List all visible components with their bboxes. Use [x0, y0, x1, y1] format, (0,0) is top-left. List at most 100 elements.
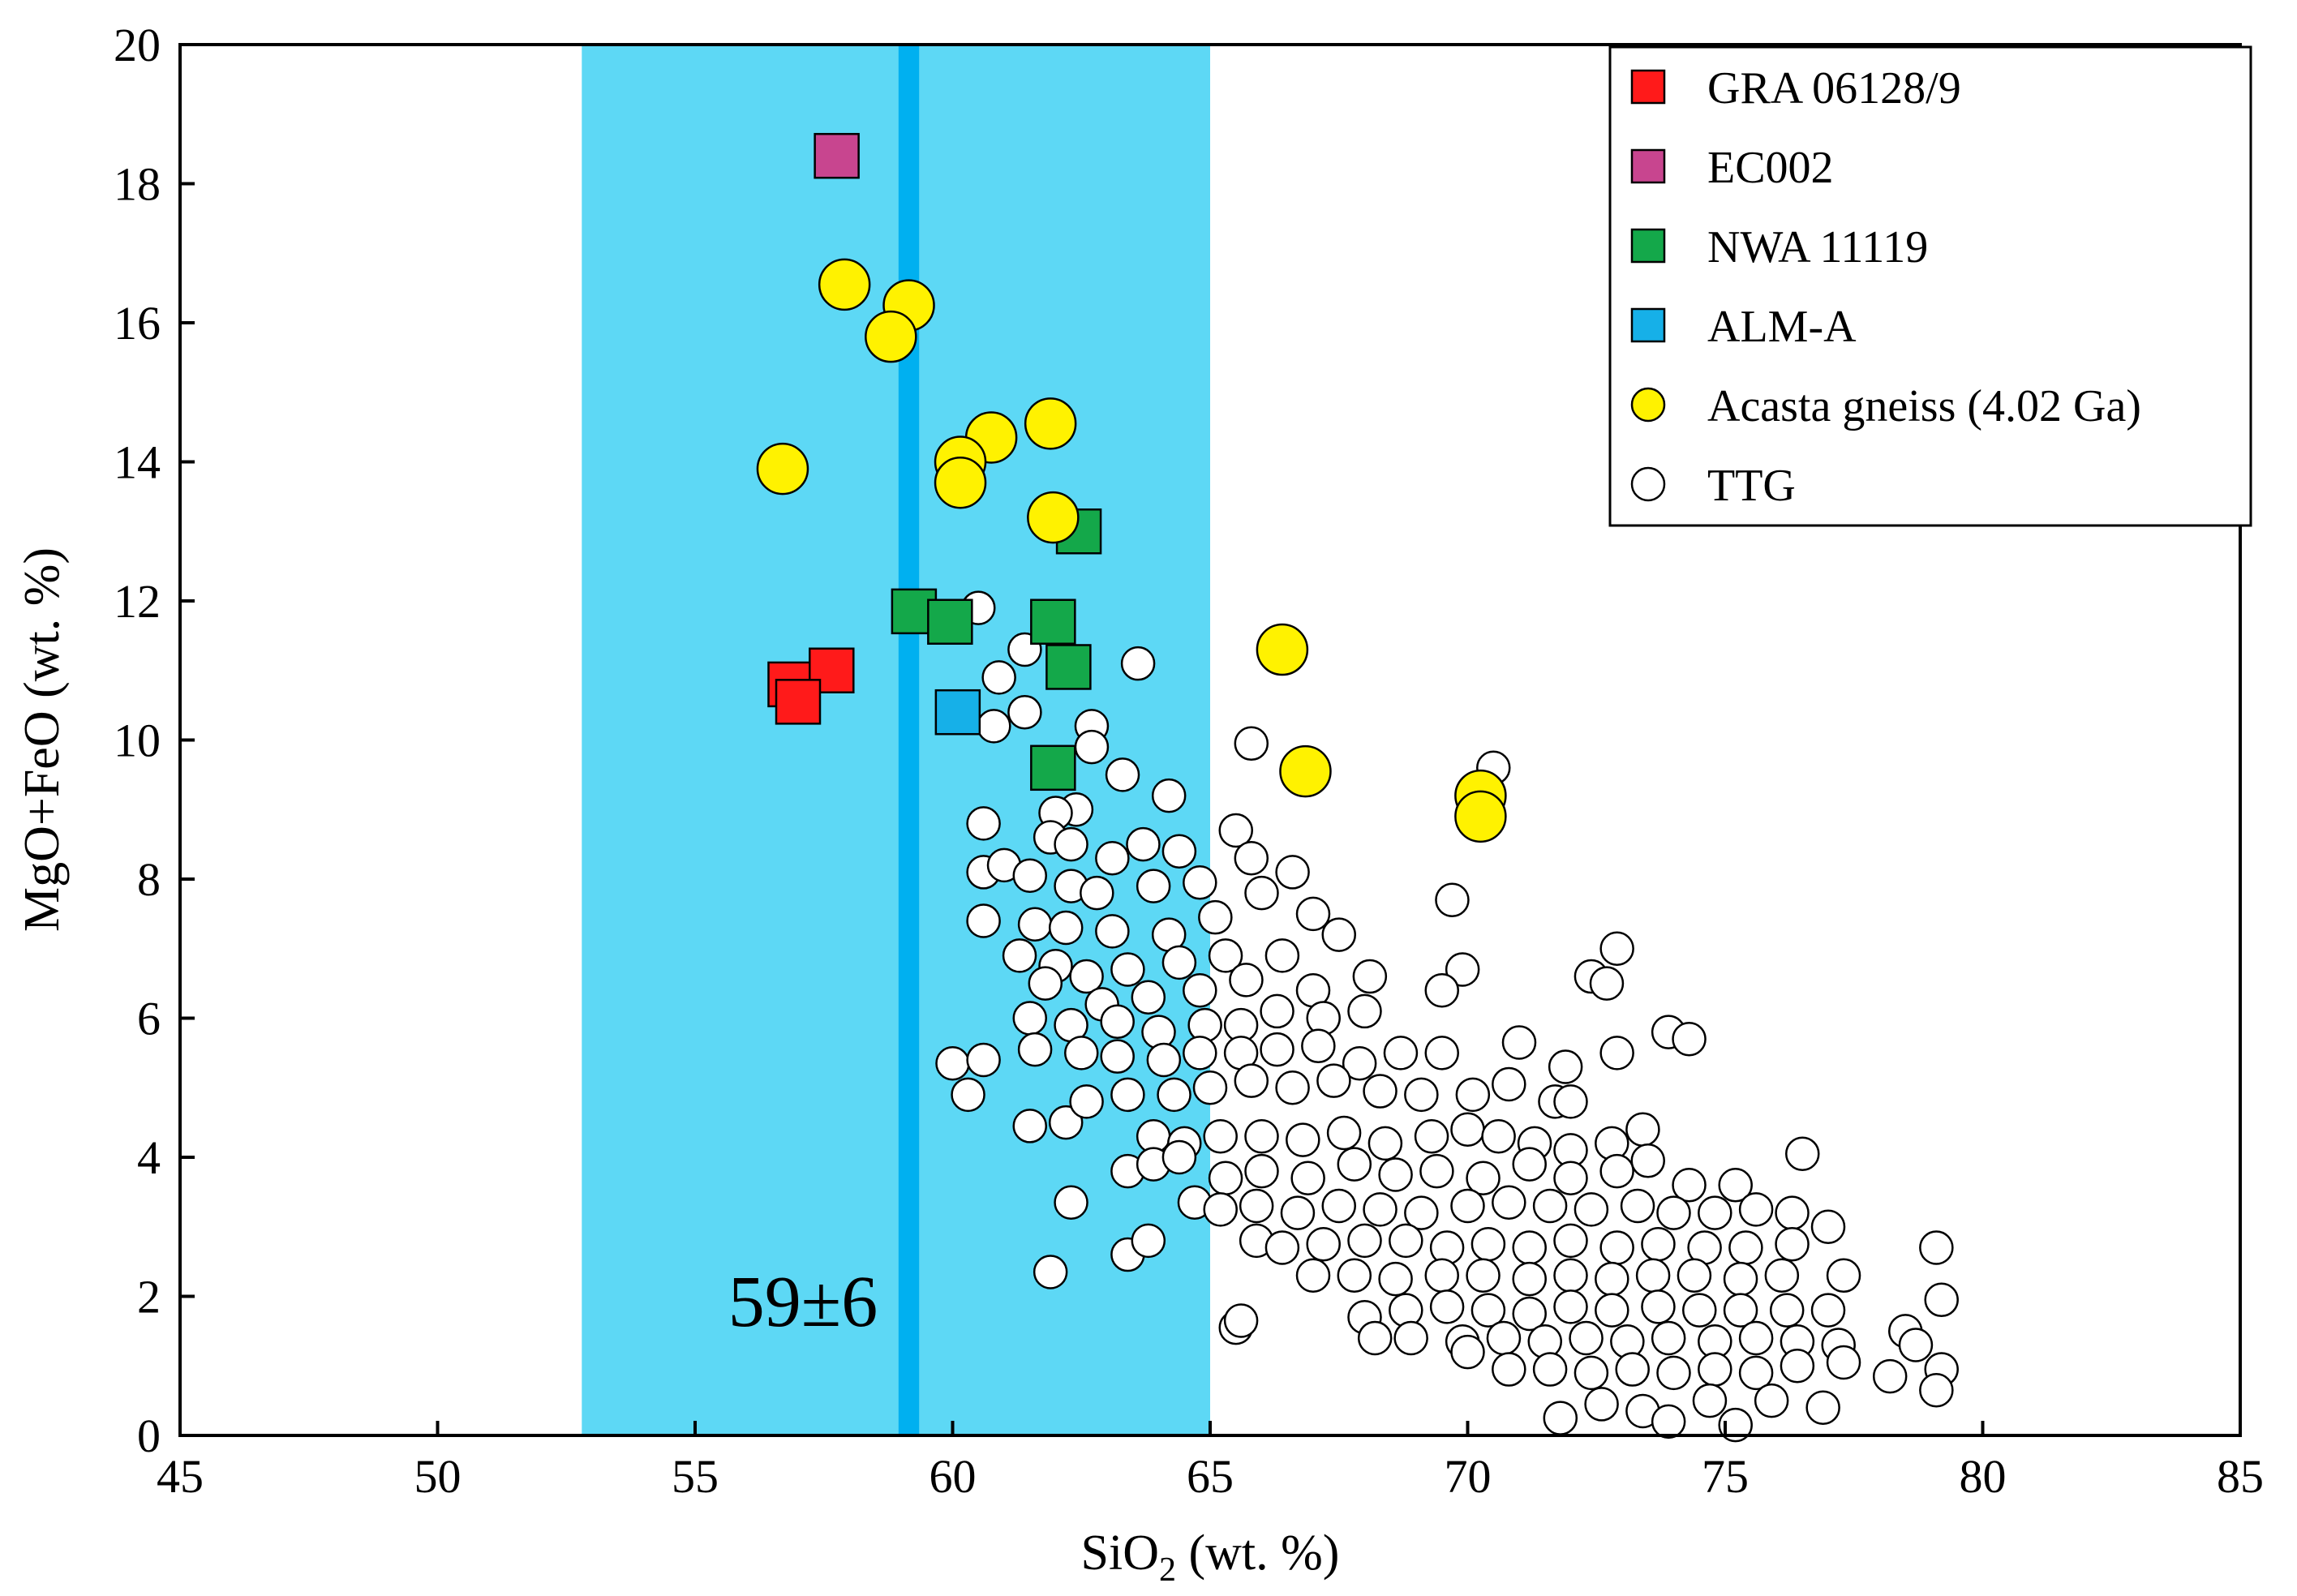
data-point-ttg [1553, 1161, 1588, 1195]
data-point-ttg [966, 903, 1001, 938]
legend-label-ec002: EC002 [1707, 143, 1834, 193]
data-point-ttg [1095, 914, 1130, 949]
x-tick-label: 60 [930, 1450, 977, 1503]
data-point-ttg [1069, 959, 1104, 994]
data-point-acasta-gneiss-4-02-ga [1024, 397, 1077, 450]
data-point-ttg [1698, 1352, 1732, 1387]
data-point-ttg [1100, 1004, 1135, 1040]
legend-marker-gra-06128-9 [1630, 69, 1666, 105]
data-point-nwa-11119 [1030, 744, 1076, 792]
y-tick-label: 0 [137, 1409, 161, 1462]
data-point-ttg [1898, 1328, 1934, 1362]
data-point-ttg [1810, 1209, 1846, 1244]
data-point-acasta-gneiss-4-02-ga [1027, 491, 1080, 544]
data-point-ttg [1599, 931, 1634, 966]
data-point-ttg [1810, 1293, 1846, 1328]
center-line [898, 45, 920, 1435]
data-point-ttg [1157, 1077, 1191, 1113]
data-point-ttg [1512, 1296, 1547, 1332]
data-point-ttg [1378, 1261, 1413, 1297]
axes: 45 50 55 60 65 70 75 80 85 0 2 4 6 8 10 12 14 16 18 20 [114, 19, 2264, 1503]
y-tick-label: 4 [137, 1131, 161, 1184]
data-point-ttg [1780, 1349, 1815, 1384]
data-point-ttg [1450, 1334, 1485, 1370]
data-point-ttg [966, 806, 1001, 841]
data-point-ttg [1048, 910, 1084, 946]
data-point-ttg [1033, 1255, 1068, 1289]
data-point-ttg [1260, 993, 1294, 1029]
legend-marker-ttg [1630, 466, 1666, 502]
data-point-ttg [977, 709, 1011, 744]
data-point-ttg [1120, 646, 1156, 681]
data-point-ttg [1682, 1293, 1717, 1328]
range-band [582, 45, 1210, 1435]
data-point-ttg [1389, 1223, 1423, 1259]
data-point-ttg [1017, 907, 1053, 942]
data-point-ttg [1599, 1036, 1634, 1070]
data-point-ttg [1100, 1039, 1135, 1074]
data-point-ttg [1754, 1383, 1789, 1418]
x-axis-label-main: SiO [1081, 1525, 1159, 1581]
y-tick-label: 2 [137, 1271, 161, 1324]
data-point-ttg [1012, 1109, 1047, 1143]
data-point-ttg [1218, 813, 1253, 848]
data-point-ttg [1048, 1105, 1084, 1140]
x-tick-label: 75 [1702, 1450, 1749, 1503]
data-point-ttg [1007, 694, 1042, 730]
data-point-nwa-11119 [1045, 644, 1092, 690]
legend-label-alm-a: ALM-A [1707, 302, 1857, 352]
data-point-ttg [1352, 959, 1388, 994]
data-point-ttg [1919, 1230, 1954, 1265]
x-tick-label: 55 [672, 1450, 719, 1503]
data-point-ttg [1486, 1320, 1522, 1356]
data-point-ttg [1738, 1355, 1774, 1391]
data-point-acasta-gneiss-4-02-ga [934, 456, 987, 509]
data-point-ttg [1424, 1258, 1459, 1294]
data-point-ttg [1532, 1188, 1568, 1224]
data-point-ttg [1641, 1226, 1676, 1262]
data-point-ttg [1131, 980, 1166, 1015]
data-point-ttg [1672, 1021, 1707, 1057]
legend-label-ttg: TTG [1707, 461, 1796, 511]
data-point-ttg [1126, 826, 1161, 862]
data-point-ttg [1161, 945, 1197, 980]
legend: GRA 06128/9 EC002 NWA 11119 ALM-A Acasta gne… [1608, 45, 2252, 527]
data-point-nwa-11119 [927, 598, 973, 645]
x-tick-label: 45 [157, 1450, 204, 1503]
x-tick-label: 65 [1187, 1450, 1234, 1503]
y-tick-label: 8 [137, 853, 161, 906]
data-point-ttg [1105, 757, 1140, 792]
data-point-ttg [1466, 1258, 1501, 1294]
data-point-ttg [1347, 1223, 1382, 1259]
data-point-ttg [1785, 1136, 1820, 1171]
data-point-ttg [1620, 1188, 1655, 1224]
data-point-ttg [1553, 1084, 1588, 1119]
data-point-ttg [1435, 882, 1470, 917]
data-point-ttg [1584, 1387, 1619, 1422]
data-point-ttg [1677, 1258, 1712, 1294]
data-point-ttg [1419, 1153, 1454, 1189]
legend-items: GRA 06128/9 EC002 NWA 11119 ALM-A Acasta gne… [1630, 63, 2141, 511]
data-point-ttg [1543, 1401, 1578, 1435]
data-point-ttg [1136, 869, 1171, 903]
data-point-ttg [1183, 865, 1217, 900]
y-tick-label: 10 [114, 714, 161, 767]
data-point-alm-a [934, 689, 981, 736]
data-point-ttg [1615, 1352, 1650, 1387]
data-point-ttg [1723, 1293, 1758, 1328]
data-point-ttg [1728, 1230, 1763, 1265]
y-axis-label: MgO+FeO (wt. %) [15, 547, 70, 932]
data-point-ttg [1455, 1077, 1491, 1113]
data-point-ttg [1363, 1192, 1398, 1227]
data-point-ttg [1826, 1258, 1861, 1294]
data-point-ttg [1512, 1147, 1547, 1182]
x-tick-label: 70 [1445, 1450, 1492, 1503]
data-point-ttg [1280, 1195, 1316, 1230]
y-tick-label: 18 [114, 158, 161, 211]
data-point-ttg [1161, 834, 1197, 869]
data-point-ttg [1512, 1261, 1547, 1297]
data-point-ttg [1651, 1320, 1686, 1356]
data-point-ttg [1471, 1293, 1506, 1328]
data-point-ttg [1718, 1407, 1753, 1443]
data-point-ttg [1826, 1345, 1861, 1380]
